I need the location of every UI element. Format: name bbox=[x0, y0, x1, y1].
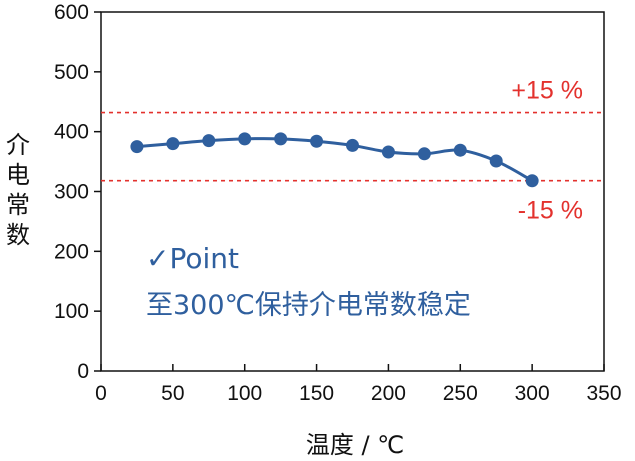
y-tick-label: 600 bbox=[54, 1, 89, 24]
data-point bbox=[453, 143, 467, 157]
y-axis-title: 介电常数 bbox=[6, 131, 30, 249]
x-tick-label: 200 bbox=[371, 382, 406, 405]
y-axis: 0 100 200 300 400 500 600 bbox=[54, 1, 101, 383]
reference-lines: +15 % -15 % bbox=[101, 77, 604, 225]
data-point bbox=[238, 132, 252, 146]
x-tick-label: 50 bbox=[161, 382, 184, 405]
data-point bbox=[310, 134, 324, 148]
x-tick-label: 100 bbox=[227, 382, 262, 405]
y-tick-label: 0 bbox=[77, 360, 89, 383]
x-axis: 0 50 100 150 200 250 300 350 bbox=[95, 364, 622, 405]
data-point bbox=[202, 134, 216, 148]
data-point bbox=[346, 138, 359, 152]
reference-line-label: +15 % bbox=[511, 77, 583, 105]
x-tick-label: 350 bbox=[586, 382, 621, 405]
series-group bbox=[130, 132, 539, 188]
data-point bbox=[166, 137, 180, 151]
data-point bbox=[417, 147, 431, 161]
data-point bbox=[381, 145, 395, 159]
y-tick-label: 300 bbox=[54, 181, 89, 204]
x-tick-label: 250 bbox=[443, 382, 478, 405]
reference-line-label: -15 % bbox=[518, 197, 583, 225]
y-tick-label: 500 bbox=[54, 61, 89, 84]
data-point bbox=[130, 140, 144, 154]
x-tick-label: 300 bbox=[515, 382, 550, 405]
x-axis-title: 温度 / ℃ bbox=[306, 431, 404, 459]
series-line bbox=[136, 137, 533, 183]
data-point bbox=[489, 154, 503, 168]
annotation-point: ✓Point bbox=[146, 242, 239, 275]
y-tick-label: 200 bbox=[54, 240, 89, 263]
data-point bbox=[274, 132, 288, 146]
x-tick-label: 0 bbox=[95, 382, 107, 405]
y-tick-label: 400 bbox=[54, 121, 89, 144]
y-tick-label: 100 bbox=[54, 300, 89, 323]
annotation-stability: 至300℃保持介电常数稳定 bbox=[146, 290, 471, 321]
x-tick-label: 150 bbox=[299, 382, 334, 405]
data-point bbox=[525, 174, 539, 188]
